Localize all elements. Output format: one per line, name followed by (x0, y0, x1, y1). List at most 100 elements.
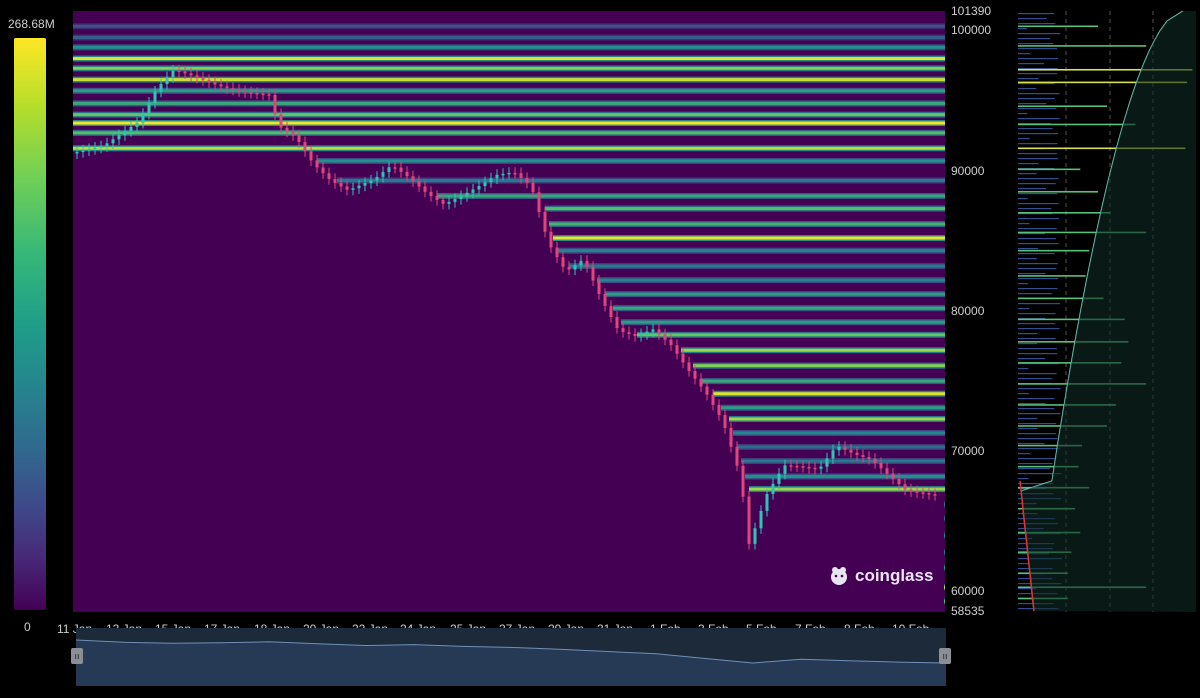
liquidity-band-core (549, 222, 945, 226)
profile-bar-minor (1018, 278, 1059, 280)
candle-body (777, 473, 781, 484)
candle-body (447, 201, 451, 204)
candle-body (543, 212, 547, 232)
candle-body (141, 113, 145, 123)
profile-bar-minor (1018, 438, 1058, 440)
candle-body (231, 88, 235, 90)
candle-body (411, 176, 415, 182)
liquidity-band-core (597, 278, 945, 282)
profile-bar-minor (1018, 203, 1059, 205)
liquidity-band-core (337, 179, 945, 183)
candle-body (837, 446, 841, 451)
profile-bar-minor (1018, 418, 1038, 420)
candle-body (429, 191, 433, 197)
candle-body (573, 265, 577, 270)
candle-body (897, 478, 901, 485)
profile-bar-minor (1018, 288, 1058, 290)
profile-bar-minor (1018, 483, 1054, 485)
liquidity-band-core (681, 348, 945, 352)
profile-bar-minor (1018, 48, 1058, 50)
candle-body (621, 328, 625, 333)
candle-body (645, 331, 649, 335)
liquidity-band-core (73, 121, 945, 125)
liquidity-band-core (944, 585, 945, 589)
candle-body (237, 89, 241, 92)
profile-bar-minor (1018, 18, 1047, 20)
profile-bar-minor (1018, 58, 1059, 60)
heatmap-background (73, 11, 945, 612)
y-tick-label: 70000 (951, 444, 985, 459)
profile-bar-minor (1018, 68, 1058, 70)
candle-body (693, 371, 697, 379)
candle-body (465, 192, 469, 197)
candle-body (381, 172, 385, 177)
candle-body (591, 267, 595, 281)
candle-body (387, 167, 391, 173)
candle-body (171, 70, 175, 78)
candle-body (687, 362, 691, 372)
liquidity-band-core (73, 57, 945, 61)
liquidity-band-core (741, 459, 945, 463)
candle-body (585, 260, 589, 268)
candle-body (423, 186, 427, 192)
profile-bar-minor (1018, 373, 1057, 375)
profile-bar-minor (1018, 333, 1038, 335)
profile-bar (1018, 231, 1147, 234)
candle-body (489, 178, 493, 183)
liquidity-band-core (73, 78, 945, 82)
profile-bar-minor (1018, 273, 1046, 275)
time-navigator[interactable]: ıı ıı (71, 628, 951, 686)
candle-body (651, 329, 655, 332)
liquidity-band-core (73, 24, 945, 28)
candle-body (855, 452, 859, 456)
candle-body (885, 468, 889, 474)
candle-body (795, 465, 799, 468)
candle-body (123, 131, 127, 136)
liquidity-band-core (73, 36, 945, 40)
colorbar (14, 38, 46, 610)
candle-body (705, 386, 709, 395)
candle-body (261, 93, 265, 96)
candle-body (561, 257, 565, 267)
navigator-area (76, 640, 946, 686)
liquidity-band-core (553, 236, 945, 240)
liquidity-band-core (944, 517, 945, 521)
liquidity-band-core (73, 101, 945, 105)
candle-body (405, 171, 409, 177)
profile-bar-minor (1018, 348, 1057, 350)
profile-bar (1018, 212, 1111, 214)
candle-body (711, 394, 715, 405)
candle-body (867, 456, 871, 459)
candle-body (189, 73, 193, 76)
candle-body (99, 146, 103, 148)
liquidity-band-core (73, 113, 945, 117)
candle-body (459, 196, 463, 200)
liquidity-band-core (613, 306, 945, 310)
profile-bar-minor (1018, 118, 1060, 120)
candle-body (105, 143, 109, 147)
candle-body (345, 186, 349, 190)
profile-bar-minor (1018, 253, 1055, 255)
candle-body (747, 496, 751, 544)
candle-body (315, 160, 319, 168)
liquidity-band-core (693, 364, 945, 368)
candle-body (675, 345, 679, 354)
liquidity-band-core (73, 146, 945, 150)
profile-bar-minor (1018, 258, 1037, 260)
navigator-right-handle[interactable]: ıı (939, 648, 951, 664)
candle-body (255, 93, 259, 95)
liquidation-heatmap[interactable] (73, 11, 945, 612)
watermark-text: coinglass (855, 566, 934, 585)
profile-bar-minor (1018, 468, 1050, 470)
profile-bar-minor (1018, 188, 1047, 190)
candle-body (567, 266, 571, 270)
navigator-left-handle[interactable]: ıı (71, 648, 83, 664)
candle-body (477, 186, 481, 190)
profile-bar-minor (1018, 158, 1058, 160)
profile-bar-minor (1018, 233, 1045, 235)
candle-body (87, 149, 91, 151)
profile-bar-minor (1018, 38, 1050, 40)
profile-bar-minor (1018, 198, 1028, 200)
candle-body (729, 428, 733, 447)
navigator-line (75, 639, 947, 664)
